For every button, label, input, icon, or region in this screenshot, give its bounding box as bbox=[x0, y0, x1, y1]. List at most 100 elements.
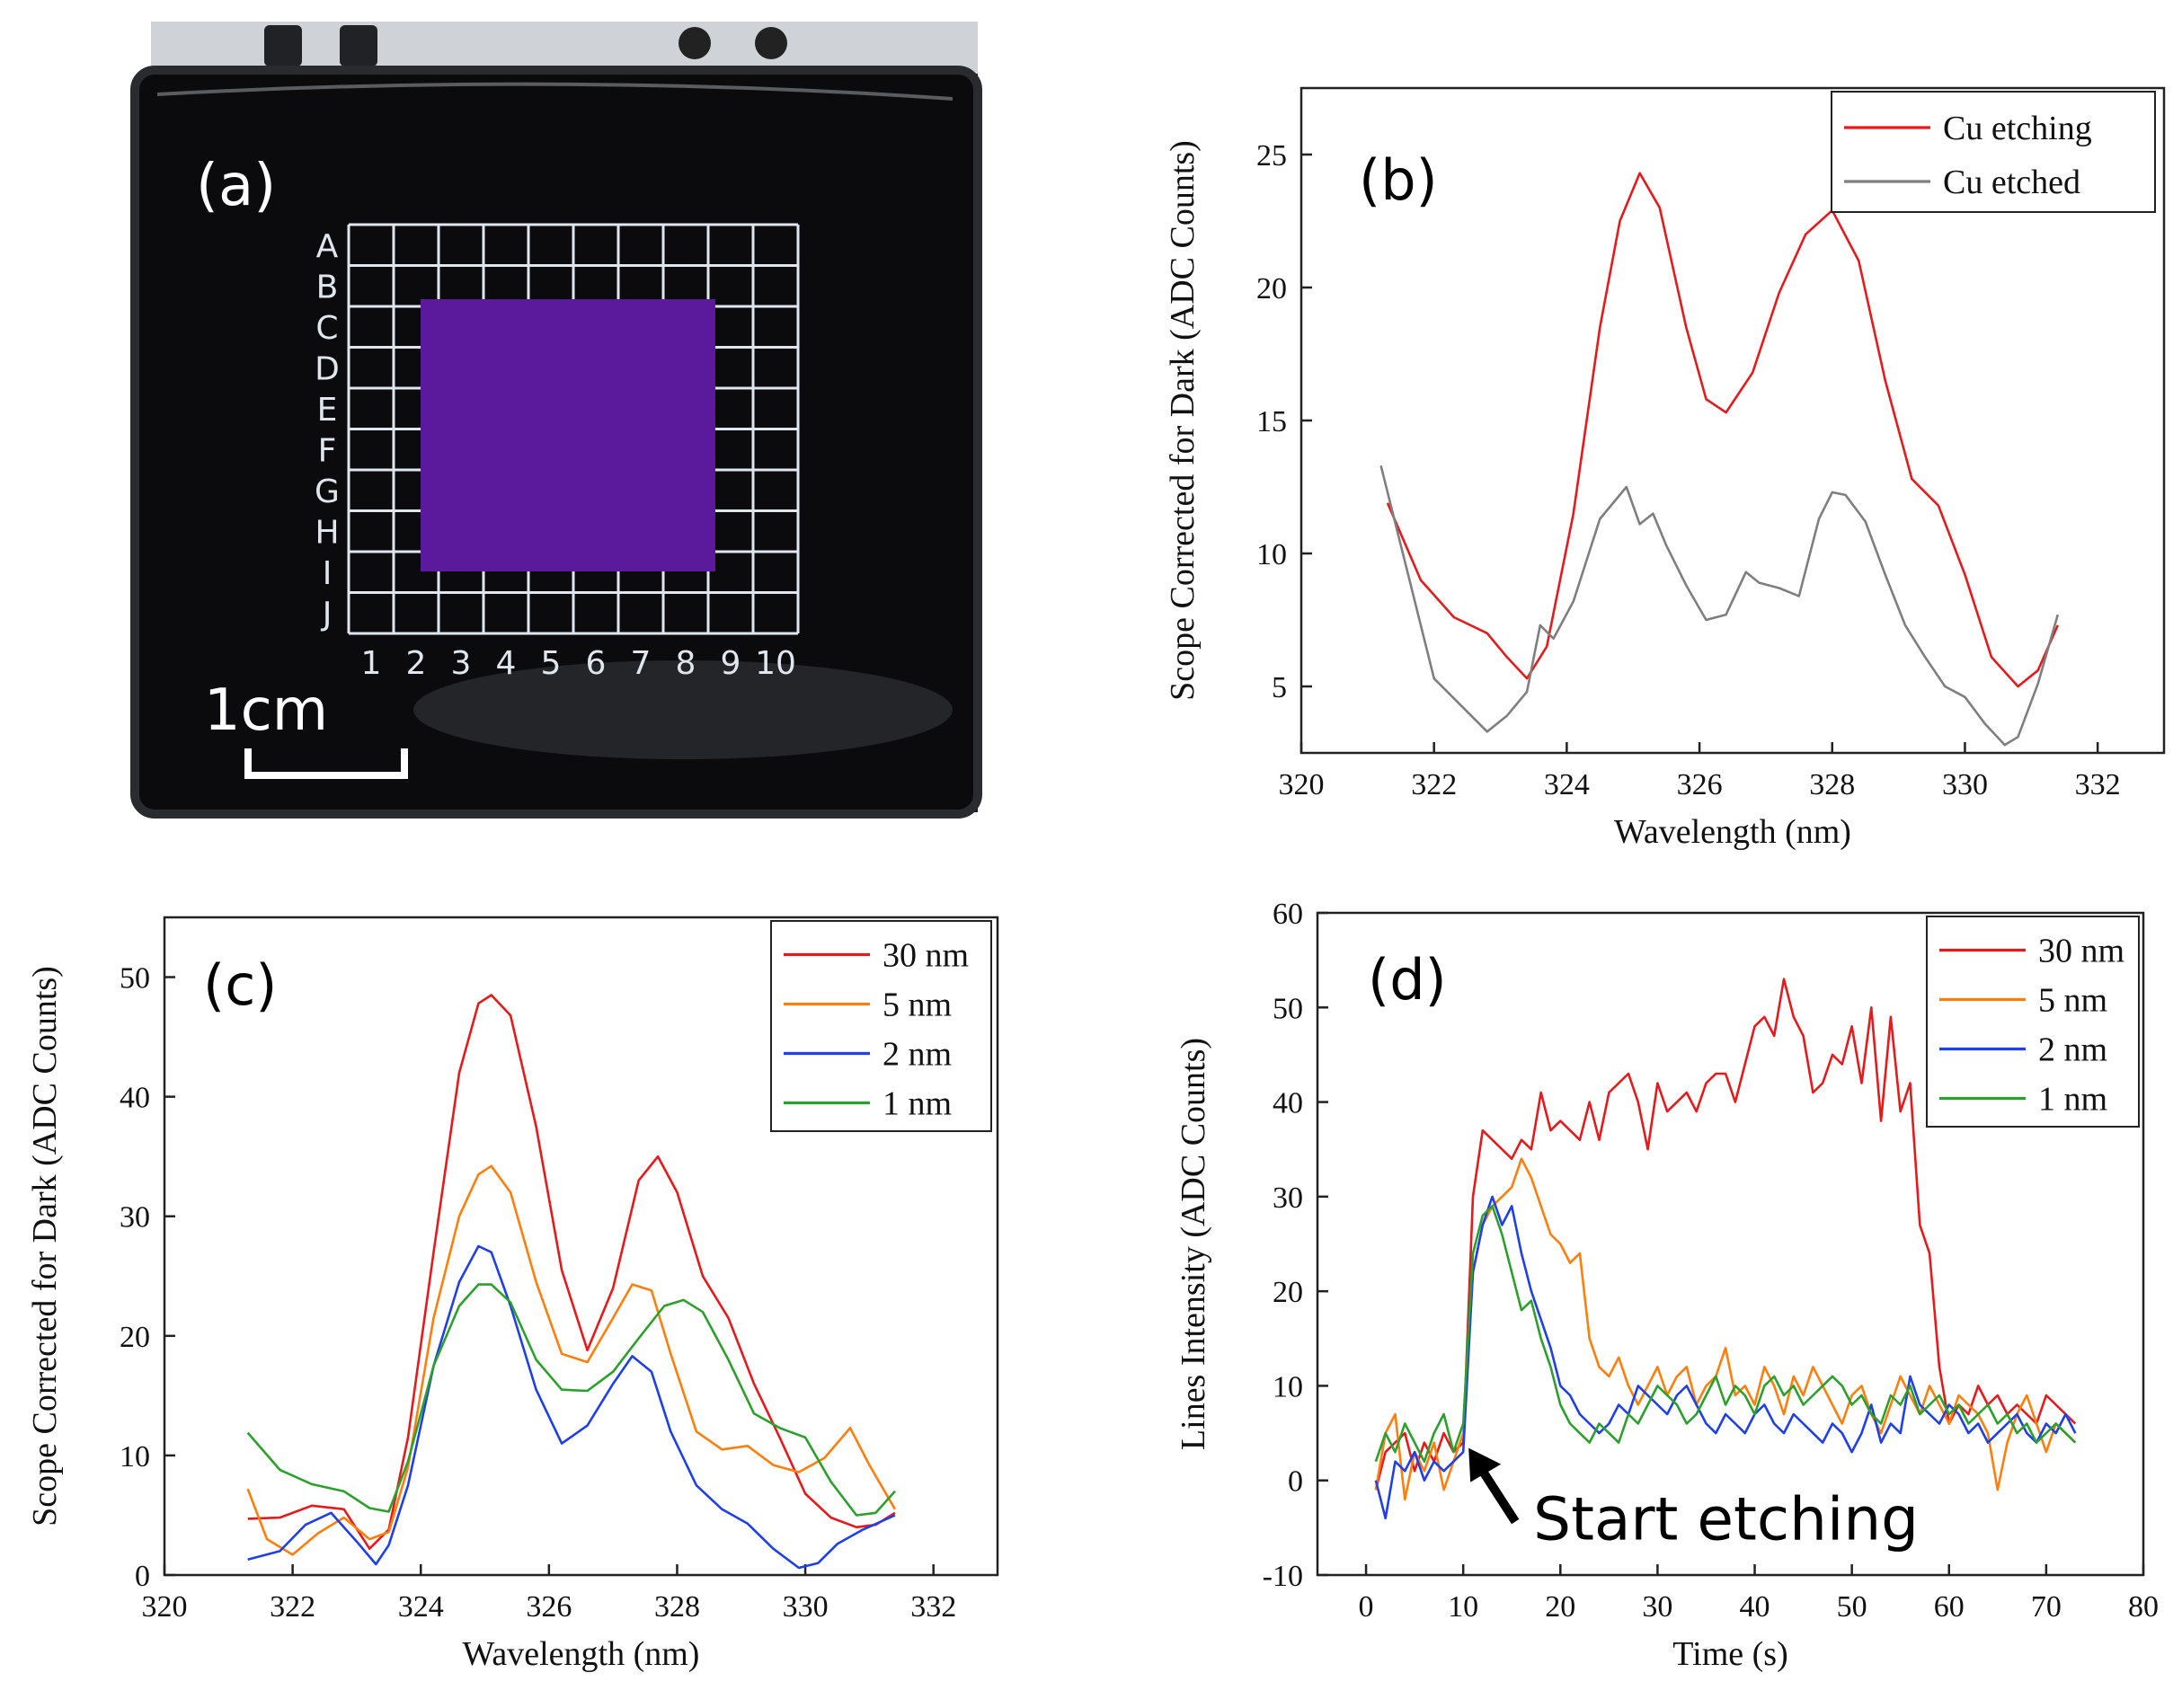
scale-bar-label: 1cm bbox=[204, 677, 328, 744]
y-axis-label: Scope Corrected for Dark (ADC Counts) bbox=[1164, 140, 1202, 701]
y-tick-label: 30 bbox=[120, 1201, 150, 1235]
x-tick-label: 328 bbox=[1809, 768, 1855, 801]
x-tick-label: 50 bbox=[1837, 1590, 1867, 1624]
legend-label: Cu etched bbox=[1943, 164, 2080, 201]
grid-row-label: C bbox=[315, 310, 338, 347]
legend-label: 1 nm bbox=[2038, 1081, 2107, 1119]
y-tick-label: 50 bbox=[1273, 992, 1303, 1025]
hinge-clip bbox=[264, 25, 302, 66]
tray-rim-highlight bbox=[156, 82, 954, 101]
y-tick-label: 20 bbox=[1273, 1276, 1303, 1309]
x-tick-label: 326 bbox=[1677, 768, 1723, 801]
x-tick-label: 326 bbox=[526, 1590, 572, 1624]
x-tick-label: 40 bbox=[1740, 1590, 1770, 1624]
chart-c: 320 322 324 326 328 330 332 0 10 20 30 40 50 Waveleng… bbox=[26, 916, 999, 1673]
grid-col-label: 10 bbox=[755, 645, 796, 682]
series-line-5-nm bbox=[1374, 1157, 2077, 1501]
y-tick-label: 15 bbox=[1256, 405, 1287, 438]
y-axis-label: Scope Corrected for Dark (ADC Counts) bbox=[26, 966, 64, 1527]
x-tick-label: 328 bbox=[654, 1590, 700, 1624]
grid-col-labels: 1 2 3 4 5 6 7 8 9 10 bbox=[361, 645, 796, 682]
y-tick-label: -10 bbox=[1263, 1560, 1303, 1593]
x-tick-label: 324 bbox=[398, 1590, 444, 1624]
x-tick-label: 330 bbox=[1942, 768, 1988, 801]
hinge-knob bbox=[679, 27, 711, 59]
grid-col-label: 5 bbox=[541, 645, 562, 682]
y-tick-label: 40 bbox=[120, 1082, 150, 1115]
legend-box bbox=[1831, 91, 2156, 213]
y-tick-label: 10 bbox=[120, 1440, 150, 1473]
legend-label: 5 nm bbox=[883, 987, 952, 1024]
y-tick-label: 25 bbox=[1256, 139, 1287, 173]
scale-bar bbox=[244, 748, 408, 779]
y-tick-label: 60 bbox=[1273, 898, 1303, 931]
panel-label-b: (b) bbox=[1359, 147, 1438, 213]
x-axis-label: Time (s) bbox=[1672, 1635, 1787, 1673]
grid-row-label: F bbox=[318, 432, 337, 469]
y-tick-label: 10 bbox=[1256, 538, 1287, 571]
hinge-knob bbox=[755, 27, 787, 59]
x-axis-label: Wavelength (nm) bbox=[1614, 813, 1851, 851]
grid-row-label: B bbox=[316, 269, 339, 305]
legend-label: 5 nm bbox=[2038, 982, 2107, 1020]
plot-frame bbox=[163, 916, 999, 1577]
panel-label-d: (d) bbox=[1368, 947, 1447, 1013]
x-tick-label: 322 bbox=[1411, 768, 1457, 801]
y-tick-label: 0 bbox=[135, 1560, 150, 1593]
grid-col-label: 3 bbox=[451, 645, 472, 682]
x-tick-label: 320 bbox=[1279, 768, 1325, 801]
x-tick-label: 0 bbox=[1359, 1590, 1374, 1624]
legend-label: 30 nm bbox=[2038, 933, 2124, 970]
y-axis-label: Lines Intensity (ADC Counts) bbox=[1175, 1038, 1212, 1450]
legend-label: Cu etching bbox=[1943, 110, 2092, 147]
series-line-2-nm bbox=[1374, 1195, 2077, 1520]
x-tick-label: 332 bbox=[2075, 768, 2121, 801]
grid-row-label: I bbox=[323, 555, 333, 592]
legend-label: 30 nm bbox=[883, 937, 969, 975]
series-line-5-nm bbox=[246, 1164, 897, 1556]
reflection bbox=[413, 660, 953, 759]
grid-row-label: D bbox=[315, 350, 340, 387]
y-tick-label: 30 bbox=[1273, 1181, 1303, 1215]
annotation-arrow-shaft bbox=[1475, 1463, 1520, 1525]
grid-col-label: 2 bbox=[406, 645, 427, 682]
grid-col-label: 6 bbox=[586, 645, 607, 682]
legend-label: 1 nm bbox=[883, 1085, 952, 1123]
silicon-sample bbox=[421, 299, 715, 571]
series-line-2-nm bbox=[247, 1244, 896, 1570]
grid-row-label: E bbox=[317, 392, 338, 429]
x-tick-label: 332 bbox=[910, 1590, 956, 1624]
legend-label: 2 nm bbox=[2038, 1031, 2107, 1069]
y-tick-label: 20 bbox=[1256, 272, 1287, 305]
x-tick-label: 324 bbox=[1544, 768, 1590, 801]
grid-row-label: A bbox=[316, 228, 339, 265]
x-tick-label: 322 bbox=[270, 1590, 315, 1624]
grid-col-label: 9 bbox=[721, 645, 741, 682]
y-tick-label: 40 bbox=[1273, 1087, 1303, 1120]
grid-col-label: 7 bbox=[631, 645, 652, 682]
series-line-cu-etching bbox=[1386, 172, 2059, 688]
x-tick-label: 10 bbox=[1448, 1590, 1478, 1624]
y-tick-label: 20 bbox=[120, 1321, 150, 1354]
x-tick-label: 20 bbox=[1545, 1590, 1575, 1624]
panel-label-a: (a) bbox=[196, 153, 276, 219]
series-line-cu-etched bbox=[1379, 465, 2060, 747]
y-tick-label: 50 bbox=[120, 962, 150, 996]
grid-row-label: J bbox=[321, 596, 333, 633]
chart-d: 0 10 20 30 40 50 60 70 80 -10 0 10 20 30 40 50 60 Time (s… bbox=[1175, 898, 2159, 1673]
x-tick-label: 30 bbox=[1642, 1590, 1672, 1624]
hinge-clip bbox=[340, 25, 377, 66]
grid-row-label: G bbox=[315, 473, 340, 510]
x-tick-label: 330 bbox=[783, 1590, 829, 1624]
series-line-1-nm bbox=[246, 1283, 896, 1517]
legend-label: 2 nm bbox=[883, 1036, 952, 1074]
grid-col-label: 1 bbox=[361, 645, 382, 682]
series-line-30-nm bbox=[247, 994, 896, 1550]
x-tick-label: 60 bbox=[1934, 1590, 1965, 1624]
y-tick-label: 5 bbox=[1272, 671, 1287, 704]
y-tick-label: 0 bbox=[1288, 1465, 1303, 1499]
y-tick-label: 10 bbox=[1273, 1370, 1303, 1403]
